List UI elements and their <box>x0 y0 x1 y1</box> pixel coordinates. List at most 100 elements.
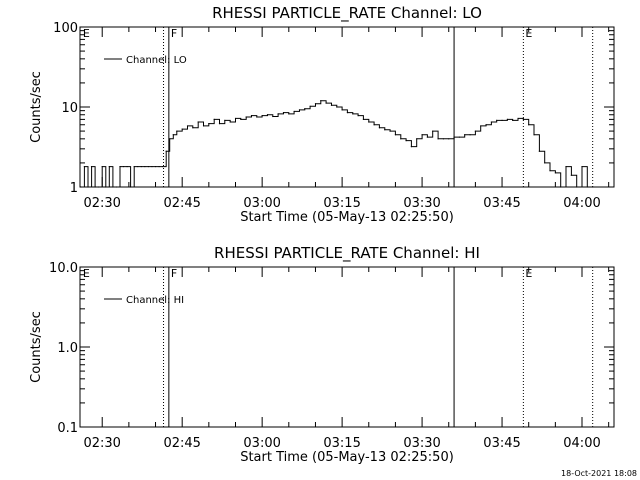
data-point <box>151 165 153 168</box>
data-point <box>105 186 107 188</box>
y-axis-label: Counts/sec <box>29 311 44 383</box>
data-point <box>261 115 263 117</box>
x-tick-label: 03:30 <box>403 436 440 451</box>
data-point <box>362 118 365 120</box>
data-point <box>373 124 375 126</box>
data-point <box>298 109 301 111</box>
data-point <box>421 134 423 136</box>
data-point <box>501 119 503 121</box>
data-point <box>426 136 429 138</box>
x-tick-label: 02:30 <box>83 196 120 211</box>
data-point <box>133 165 135 168</box>
x-tick-label: 04:00 <box>563 436 600 451</box>
x-tick-label: 03:15 <box>323 196 360 211</box>
data-point <box>202 125 205 127</box>
data-point <box>522 118 524 120</box>
data-point <box>389 130 391 132</box>
x-tick-label: 03:45 <box>483 436 520 451</box>
data-point <box>130 186 132 188</box>
data-point <box>304 108 306 110</box>
y-tick-label: 10 <box>61 101 78 116</box>
data-point <box>137 165 139 168</box>
plot-frame <box>79 266 615 428</box>
marker-label: E <box>83 267 90 280</box>
data-point <box>469 134 471 136</box>
data-point <box>549 170 551 172</box>
footer-date: 18-Oct-2021 18:08 <box>561 469 637 478</box>
data-point <box>101 165 103 168</box>
data-point <box>234 117 237 120</box>
data-point <box>240 118 242 120</box>
data-point <box>181 128 183 130</box>
data-point <box>458 136 460 138</box>
data-point <box>272 115 274 118</box>
plot-frame <box>79 26 615 188</box>
panel-hi: RHESSI PARTICLE_RATE Channel: HI 0.1 1.0 10… <box>29 244 615 465</box>
data-point <box>560 186 562 188</box>
data-point <box>176 130 178 132</box>
data-point <box>154 165 157 168</box>
data-point <box>581 165 583 168</box>
data-point <box>172 134 174 136</box>
x-tick-label: 03:45 <box>483 196 520 211</box>
data-point <box>506 118 508 120</box>
data-point <box>341 109 343 111</box>
data-point <box>570 174 572 176</box>
x-tick-label: 03:00 <box>243 196 280 211</box>
data-point <box>98 186 100 188</box>
data-point <box>474 130 476 132</box>
marker-label: E <box>83 27 90 40</box>
x-axis-label: Start Time (05-May-13 02:25:50) <box>240 450 454 465</box>
y-tick-label: 1 <box>70 181 78 196</box>
data-point <box>140 165 142 168</box>
y-tick-label: 10.0 <box>49 261 78 276</box>
data-point <box>197 121 199 123</box>
x-tick-label: 02:45 <box>163 436 200 451</box>
panel-lo: RHESSI PARTICLE_RATE Channel: LO 1 10 100 02… <box>29 4 615 225</box>
y-tick-label: 100 <box>53 21 78 36</box>
x-tick-label: 02:30 <box>83 436 120 451</box>
data-point <box>405 140 407 142</box>
data-point <box>336 106 338 108</box>
data-point <box>453 136 455 138</box>
data-point <box>158 165 160 168</box>
data-point <box>464 134 466 136</box>
data-point <box>208 123 210 125</box>
data-point <box>330 104 333 106</box>
data-point <box>517 117 519 120</box>
y-tick-label: 1.0 <box>57 341 78 356</box>
data-point <box>83 165 86 168</box>
data-point <box>346 112 349 114</box>
data-point <box>108 165 110 168</box>
data-point <box>538 150 540 152</box>
data-point <box>80 186 82 188</box>
data-point <box>192 127 194 129</box>
legend-label: Channel: HI <box>126 295 184 306</box>
data-point <box>528 124 530 126</box>
data-point <box>544 162 546 164</box>
data-point <box>115 186 118 188</box>
data-point <box>533 134 535 136</box>
data-point <box>256 116 258 118</box>
chart-title: RHESSI PARTICLE_RATE Channel: HI <box>214 244 480 263</box>
data-point <box>314 103 317 105</box>
data-point <box>165 150 167 152</box>
marker-label: F <box>171 27 177 40</box>
marker-label: E <box>525 27 532 40</box>
data-point <box>496 119 498 121</box>
data-point <box>485 124 487 126</box>
data-point <box>490 121 492 123</box>
data-point <box>448 138 450 140</box>
data-point <box>512 119 514 121</box>
marker-label: F <box>171 267 177 280</box>
data-point <box>266 114 269 116</box>
data-point <box>144 165 146 168</box>
data-point <box>288 113 290 115</box>
x-tick-label: 03:00 <box>243 436 280 451</box>
marker-label: E <box>525 267 532 280</box>
data-point <box>357 115 359 117</box>
data-point <box>293 110 295 113</box>
x-axis-label: Start Time (05-May-13 02:25:50) <box>240 210 454 225</box>
data-point <box>245 116 247 118</box>
